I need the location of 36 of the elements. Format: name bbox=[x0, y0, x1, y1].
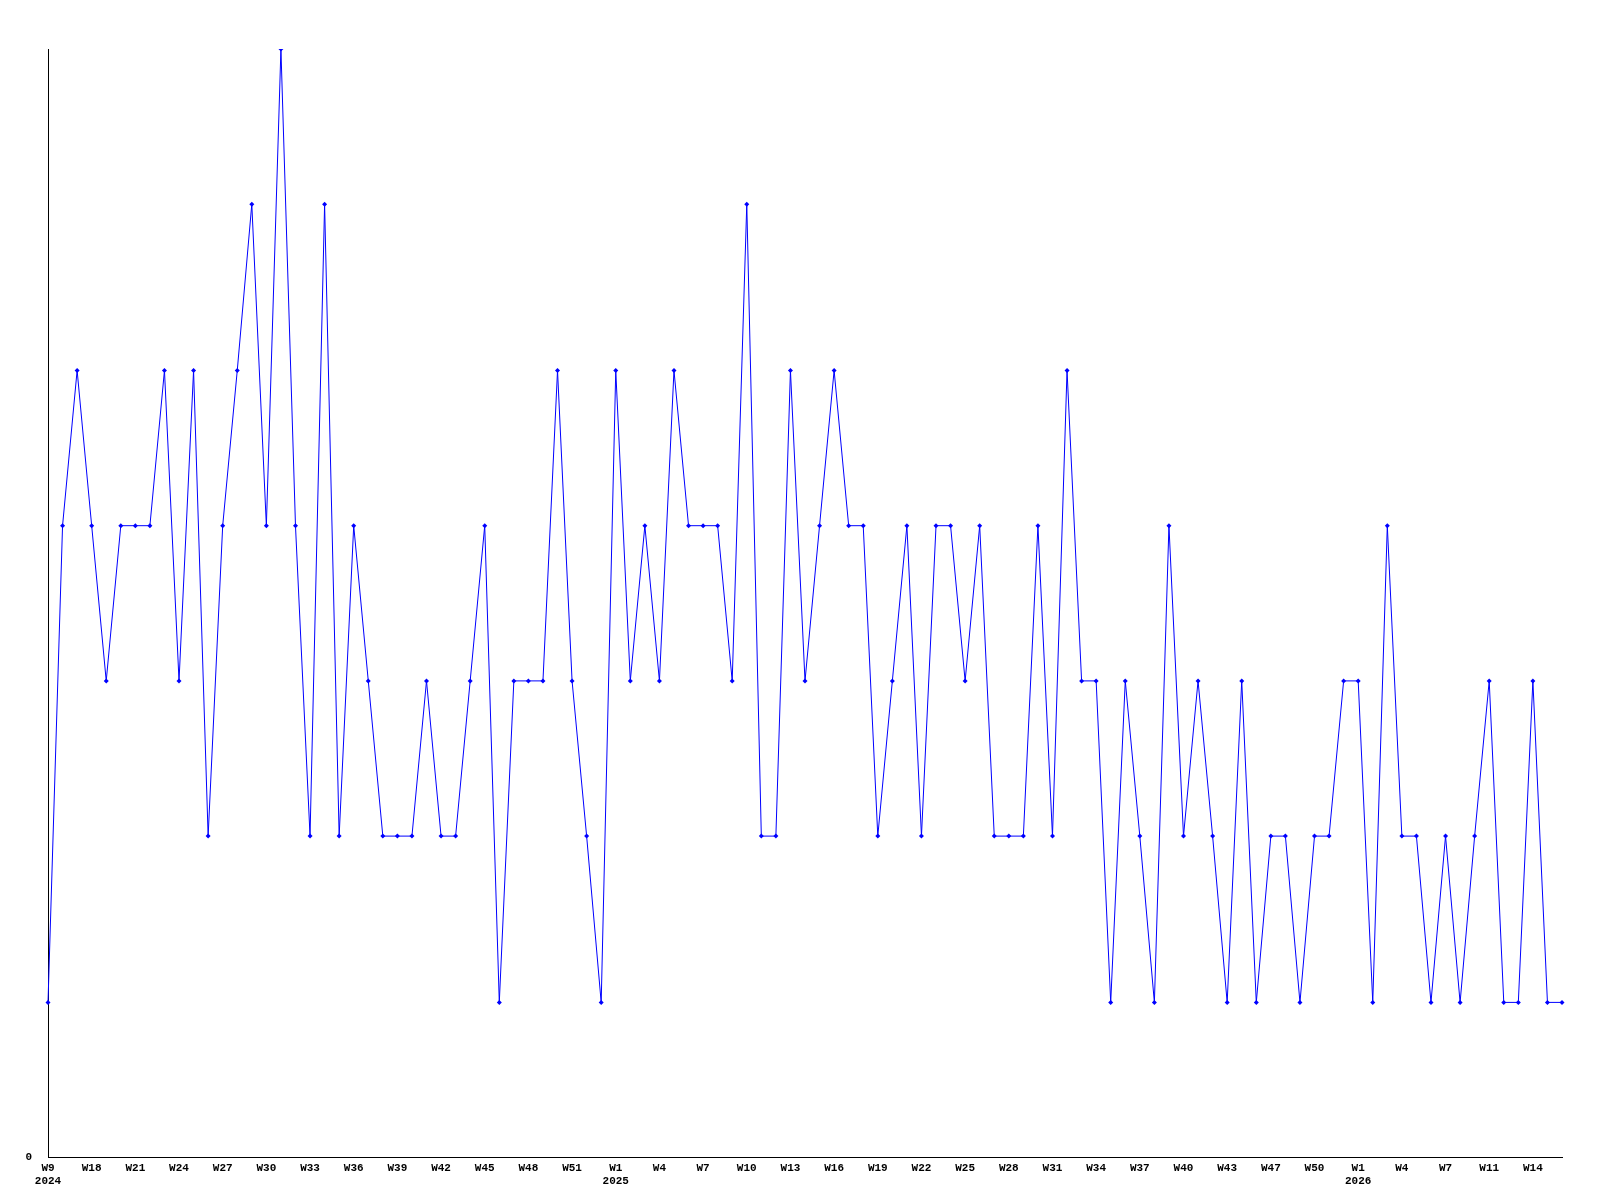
x-tick-label: W42 bbox=[431, 1161, 451, 1174]
x-tick-label: W4 bbox=[1395, 1161, 1409, 1174]
x-tick-label: W39 bbox=[387, 1161, 408, 1174]
x-tick-label: W10 bbox=[736, 1161, 757, 1174]
x-tick-label: W25 bbox=[955, 1161, 976, 1174]
x-tick-label: W33 bbox=[300, 1161, 321, 1174]
x-tick-label: W1 2025 bbox=[602, 1161, 630, 1188]
text: 0 bbox=[25, 1151, 32, 1164]
x-tick-label: W22 bbox=[911, 1161, 932, 1174]
x-tick-label: W27 bbox=[212, 1161, 233, 1174]
x-tick-label: W40 bbox=[1173, 1161, 1194, 1174]
x-tick-label: W31 bbox=[1042, 1161, 1063, 1174]
x-tick-label: W9 2024 bbox=[34, 1161, 62, 1188]
x-tick-label: W14 bbox=[1522, 1161, 1544, 1174]
x-tick-label: W13 bbox=[780, 1161, 801, 1174]
x-tick-label: W30 bbox=[256, 1161, 277, 1174]
x-tick-label: W34 bbox=[1086, 1161, 1107, 1174]
x-tick-label: W18 bbox=[81, 1161, 102, 1174]
x-tick-label: W36 bbox=[343, 1161, 364, 1174]
x-tick-label: W1 2026 bbox=[1344, 1161, 1372, 1188]
x-tick-label: W37 bbox=[1129, 1161, 1150, 1174]
x-tick-label: W19 bbox=[867, 1161, 888, 1174]
x-tick-label: W7 bbox=[1438, 1161, 1453, 1174]
x-tick-label: W7 bbox=[696, 1161, 710, 1174]
x-tick-label: W16 bbox=[824, 1161, 845, 1174]
x-tick-label: W47 bbox=[1260, 1161, 1281, 1174]
x-tick-label: W43 bbox=[1217, 1161, 1238, 1174]
x-tick-label: W24 bbox=[169, 1161, 190, 1174]
x-tick-label: W51 bbox=[562, 1161, 583, 1174]
x-tick-label: W11 bbox=[1479, 1161, 1500, 1174]
x-tick-label: W48 bbox=[518, 1161, 539, 1174]
x-tick-label: W50 bbox=[1304, 1161, 1325, 1174]
x-tick-label: W45 bbox=[474, 1161, 496, 1174]
x-tick-label: W21 bbox=[125, 1161, 146, 1174]
x-tick-label: W4 bbox=[652, 1161, 667, 1174]
x-tick-label: W28 bbox=[998, 1161, 1020, 1174]
